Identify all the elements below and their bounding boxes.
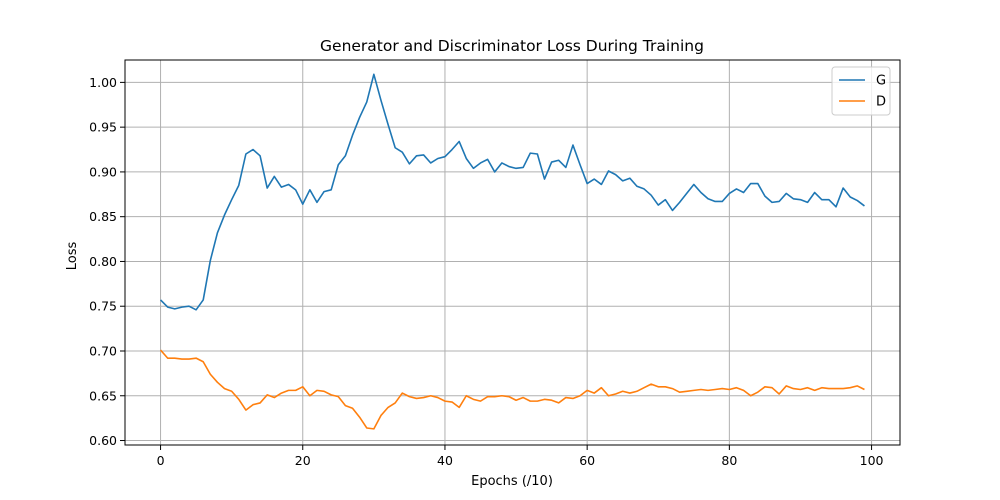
legend: GD: [831, 66, 891, 116]
y-tick-label: 0.70: [89, 343, 117, 358]
y-tick-label: 0.95: [89, 120, 117, 135]
y-tick-label: 0.90: [89, 164, 117, 179]
series-line-D: [159, 349, 865, 430]
plot-area-frame: [124, 59, 901, 446]
series-line-G: [159, 73, 865, 311]
y-tick-label: 0.80: [89, 254, 117, 269]
axis-ticks: 0 20 40 60 80 100 0.60 0.65 0.70 0.75 0.80 0.85 0.90…: [89, 75, 883, 468]
x-tick-label: 60: [579, 453, 595, 468]
x-tick-label: 100: [860, 453, 884, 468]
series-lines: [159, 73, 865, 430]
legend-box: [831, 66, 891, 116]
y-tick-label: 0.85: [89, 209, 117, 224]
x-tick-label: 20: [295, 453, 311, 468]
x-axis-label: Epochs (/10): [471, 474, 553, 489]
chart-title: Generator and Discriminator Loss During …: [320, 37, 704, 55]
y-tick-label: 0.65: [89, 388, 117, 403]
grid: [125, 60, 900, 445]
y-tick-label: 0.60: [89, 433, 117, 448]
y-tick-label: 1.00: [89, 75, 117, 90]
legend-label-D: D: [876, 95, 886, 110]
x-tick-label: 0: [157, 453, 165, 468]
legend-label-G: G: [876, 74, 886, 89]
x-tick-label: 80: [721, 453, 737, 468]
y-tick-label: 0.75: [89, 299, 117, 314]
y-axis-label: Loss: [65, 242, 80, 271]
x-tick-label: 40: [437, 453, 453, 468]
